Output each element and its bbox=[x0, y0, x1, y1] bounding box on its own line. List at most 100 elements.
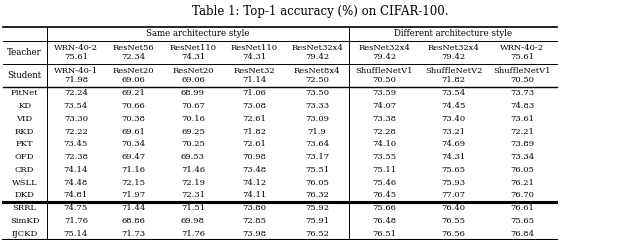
Text: 73.30: 73.30 bbox=[64, 115, 88, 123]
Text: 73.40: 73.40 bbox=[442, 115, 465, 123]
Text: SRRL: SRRL bbox=[13, 204, 36, 212]
Text: ResNet20: ResNet20 bbox=[172, 67, 214, 75]
Text: 73.21: 73.21 bbox=[442, 127, 465, 136]
Text: 74.14: 74.14 bbox=[63, 166, 88, 174]
Text: 73.33: 73.33 bbox=[305, 102, 329, 110]
Text: 69.61: 69.61 bbox=[122, 127, 145, 136]
Text: Same architecture style: Same architecture style bbox=[147, 29, 250, 38]
Text: 71.51: 71.51 bbox=[181, 204, 205, 212]
Text: 72.61: 72.61 bbox=[243, 140, 266, 148]
Text: 79.42: 79.42 bbox=[442, 53, 465, 61]
Text: 74.83: 74.83 bbox=[510, 102, 534, 110]
Text: 70.25: 70.25 bbox=[181, 140, 205, 148]
Text: 76.21: 76.21 bbox=[510, 179, 534, 186]
Text: 71.82: 71.82 bbox=[442, 76, 465, 84]
Text: 69.47: 69.47 bbox=[122, 153, 145, 161]
Text: 73.55: 73.55 bbox=[372, 153, 396, 161]
Text: 75.61: 75.61 bbox=[64, 53, 88, 61]
Text: 72.19: 72.19 bbox=[181, 179, 205, 186]
Text: ResNet8x4: ResNet8x4 bbox=[294, 67, 340, 75]
Text: 69.98: 69.98 bbox=[181, 217, 205, 225]
Text: SimKD: SimKD bbox=[10, 217, 40, 225]
Text: 73.73: 73.73 bbox=[510, 89, 534, 97]
Text: WRN-40-2: WRN-40-2 bbox=[54, 44, 98, 52]
Text: 75.51: 75.51 bbox=[305, 166, 329, 174]
Text: 70.16: 70.16 bbox=[181, 115, 205, 123]
Text: 74.12: 74.12 bbox=[243, 179, 266, 186]
Text: 75.91: 75.91 bbox=[305, 217, 329, 225]
Text: 74.31: 74.31 bbox=[181, 53, 205, 61]
Text: 74.31: 74.31 bbox=[442, 153, 465, 161]
Text: 72.38: 72.38 bbox=[64, 153, 88, 161]
Text: 73.45: 73.45 bbox=[64, 140, 88, 148]
Text: 71.97: 71.97 bbox=[122, 191, 145, 199]
Text: 71.46: 71.46 bbox=[181, 166, 205, 174]
Text: 76.55: 76.55 bbox=[442, 217, 465, 225]
Text: 73.98: 73.98 bbox=[243, 230, 266, 238]
Text: 75.11: 75.11 bbox=[372, 166, 396, 174]
Text: 74.10: 74.10 bbox=[372, 140, 396, 148]
Text: 72.22: 72.22 bbox=[64, 127, 88, 136]
Text: 72.34: 72.34 bbox=[122, 53, 145, 61]
Text: KD: KD bbox=[18, 102, 31, 110]
Text: 76.56: 76.56 bbox=[442, 230, 465, 238]
Text: 73.64: 73.64 bbox=[305, 140, 329, 148]
Text: 69.06: 69.06 bbox=[122, 76, 145, 84]
Text: Different architecture style: Different architecture style bbox=[394, 29, 512, 38]
Text: 74.45: 74.45 bbox=[441, 102, 466, 110]
Text: 75.46: 75.46 bbox=[372, 179, 396, 186]
Text: 71.14: 71.14 bbox=[243, 76, 266, 84]
Text: 79.42: 79.42 bbox=[372, 53, 396, 61]
Text: 75.65: 75.65 bbox=[442, 166, 465, 174]
Text: ResNet110: ResNet110 bbox=[231, 44, 278, 52]
Text: 74.75: 74.75 bbox=[64, 204, 88, 212]
Text: ResNet56: ResNet56 bbox=[113, 44, 154, 52]
Text: 74.48: 74.48 bbox=[63, 179, 88, 186]
Text: CRD: CRD bbox=[15, 166, 35, 174]
Text: ShuffleNetV2: ShuffleNetV2 bbox=[425, 67, 482, 75]
Text: 73.59: 73.59 bbox=[372, 89, 396, 97]
Text: Student: Student bbox=[8, 71, 42, 80]
Text: PKT: PKT bbox=[16, 140, 33, 148]
Text: 76.84: 76.84 bbox=[510, 230, 534, 238]
Text: 69.53: 69.53 bbox=[181, 153, 205, 161]
Text: 69.25: 69.25 bbox=[181, 127, 205, 136]
Text: 76.40: 76.40 bbox=[442, 204, 465, 212]
Text: WRN-40-2: WRN-40-2 bbox=[500, 44, 544, 52]
Text: 69.06: 69.06 bbox=[181, 76, 205, 84]
Text: 76.70: 76.70 bbox=[510, 191, 534, 199]
Text: 74.11: 74.11 bbox=[243, 191, 266, 199]
Text: 70.67: 70.67 bbox=[181, 102, 205, 110]
Text: 71.98: 71.98 bbox=[64, 76, 88, 84]
Text: 76.52: 76.52 bbox=[305, 230, 329, 238]
Text: Teacher: Teacher bbox=[7, 48, 42, 57]
Text: RKD: RKD bbox=[15, 127, 35, 136]
Text: 71.06: 71.06 bbox=[243, 89, 266, 97]
Text: 72.24: 72.24 bbox=[64, 89, 88, 97]
Text: 74.07: 74.07 bbox=[372, 102, 396, 110]
Text: 73.61: 73.61 bbox=[510, 115, 534, 123]
Text: 69.21: 69.21 bbox=[122, 89, 145, 97]
Text: VID: VID bbox=[17, 115, 33, 123]
Text: 75.93: 75.93 bbox=[442, 179, 465, 186]
Text: 71.9: 71.9 bbox=[308, 127, 326, 136]
Text: ResNet20: ResNet20 bbox=[113, 67, 154, 75]
Text: 74.69: 74.69 bbox=[442, 140, 465, 148]
Text: 72.61: 72.61 bbox=[243, 115, 266, 123]
Text: 76.61: 76.61 bbox=[510, 204, 534, 212]
Text: ResNet32x4: ResNet32x4 bbox=[358, 44, 410, 52]
Text: 72.50: 72.50 bbox=[305, 76, 329, 84]
Text: ResNet110: ResNet110 bbox=[170, 44, 216, 52]
Text: 73.17: 73.17 bbox=[305, 153, 329, 161]
Text: 73.80: 73.80 bbox=[243, 204, 266, 212]
Text: 72.15: 72.15 bbox=[122, 179, 145, 186]
Text: 75.92: 75.92 bbox=[305, 204, 329, 212]
Text: 75.66: 75.66 bbox=[372, 204, 396, 212]
Text: 74.31: 74.31 bbox=[243, 53, 266, 61]
Text: ShuffleNetV1: ShuffleNetV1 bbox=[493, 67, 551, 75]
Text: 75.14: 75.14 bbox=[64, 230, 88, 238]
Text: 72.21: 72.21 bbox=[510, 127, 534, 136]
Text: ShuffleNetV1: ShuffleNetV1 bbox=[356, 67, 413, 75]
Text: ResNet32x4: ResNet32x4 bbox=[428, 44, 479, 52]
Text: DKD: DKD bbox=[15, 191, 35, 199]
